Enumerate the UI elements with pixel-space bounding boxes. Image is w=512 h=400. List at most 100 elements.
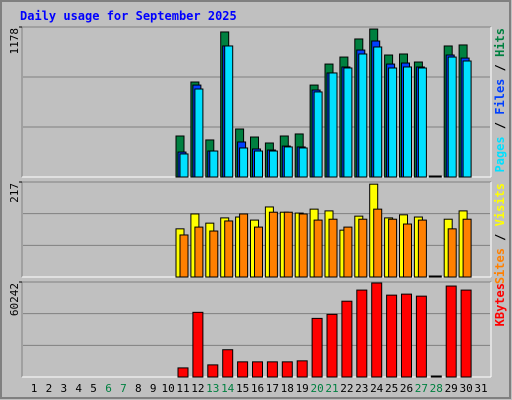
bar <box>283 211 293 278</box>
bar <box>298 147 308 178</box>
bar <box>179 153 189 178</box>
bar <box>239 147 249 178</box>
x-tick-label: 31 <box>474 382 487 395</box>
bar <box>403 66 412 178</box>
legend-entry: Visits <box>493 183 507 226</box>
x-tick-label: 10 <box>161 382 174 395</box>
x-tick-label: 29 <box>445 382 458 395</box>
bar <box>341 300 353 378</box>
bar <box>415 295 427 378</box>
x-tick-label: 30 <box>459 382 472 395</box>
bar <box>326 313 338 378</box>
x-tick-label: 26 <box>400 382 413 395</box>
bar <box>209 150 219 178</box>
y-max-label: 60242 <box>8 283 21 316</box>
bar <box>386 294 398 378</box>
bar <box>445 285 457 378</box>
x-tick-label: 22 <box>340 382 353 395</box>
legend-separator: / <box>493 226 507 248</box>
bar <box>460 289 472 378</box>
bar <box>447 228 457 278</box>
x-tick-label: 20 <box>310 382 323 395</box>
bar <box>371 282 383 378</box>
bar <box>313 91 323 178</box>
bar <box>328 218 338 278</box>
bar <box>192 311 204 378</box>
x-tick-label: 2 <box>46 382 53 395</box>
x-tick-label: 17 <box>266 382 279 395</box>
legend: KBytes <box>493 283 507 326</box>
legend-separator: / <box>493 57 507 79</box>
x-tick-label: 5 <box>90 382 97 395</box>
bar <box>417 219 427 278</box>
legend-entry: Sites <box>493 248 507 284</box>
bar <box>224 45 234 178</box>
panel <box>22 282 491 377</box>
x-tick-label: 14 <box>221 382 235 395</box>
x-tick-label: 23 <box>355 382 368 395</box>
legend: Pages / Files / Hits <box>493 28 507 173</box>
x-tick-label: 8 <box>135 382 142 395</box>
bar <box>254 150 263 178</box>
x-tick-label: 21 <box>325 382 338 395</box>
bar <box>462 218 472 278</box>
bar <box>237 361 249 378</box>
x-tick-label: 24 <box>370 382 384 395</box>
x-tick-label: 28 <box>430 382 443 395</box>
legend-separator: / <box>493 115 507 137</box>
x-tick-label: 19 <box>296 382 309 395</box>
bar <box>222 349 234 378</box>
bar <box>177 367 189 378</box>
x-tick-label: 16 <box>251 382 264 395</box>
x-tick-label: 7 <box>120 382 127 395</box>
bar <box>194 226 204 278</box>
x-tick-label: 15 <box>236 382 249 395</box>
x-tick-label: 11 <box>176 382 189 395</box>
bar <box>401 293 412 378</box>
bar <box>462 60 472 178</box>
x-tick-label: 1 <box>31 382 38 395</box>
bar <box>268 211 278 278</box>
bar <box>252 361 263 378</box>
bar <box>328 72 338 178</box>
bar <box>447 56 457 178</box>
bar <box>356 289 368 378</box>
bar <box>239 213 249 278</box>
x-tick-label: 6 <box>105 382 112 395</box>
legend-entry: Pages <box>493 136 507 172</box>
bar <box>298 213 308 278</box>
bar <box>417 67 427 178</box>
bar <box>254 226 263 278</box>
bar <box>311 317 323 378</box>
bar <box>403 223 412 278</box>
y-max-label: 217 <box>8 183 21 203</box>
legend-entry: Files <box>493 79 507 115</box>
legend-entry: KBytes <box>493 283 507 326</box>
bar <box>432 275 442 278</box>
x-tick-label: 4 <box>75 382 82 395</box>
x-tick-label: 13 <box>206 382 219 395</box>
bar <box>343 226 353 278</box>
bar <box>373 208 383 278</box>
bar <box>266 361 278 378</box>
bar <box>313 219 323 278</box>
bar <box>194 88 204 178</box>
y-max-label: 1178 <box>8 28 21 55</box>
x-tick-label: 18 <box>281 382 294 395</box>
legend: Sites / Visits <box>493 183 507 284</box>
bar <box>343 67 353 178</box>
bar <box>268 150 278 178</box>
bar <box>281 361 293 378</box>
bar <box>373 46 383 178</box>
bar <box>296 360 308 378</box>
bar <box>432 175 442 178</box>
bar <box>358 218 368 278</box>
bar <box>283 146 293 178</box>
chart-title: Daily usage for September 2025 <box>20 9 237 23</box>
x-tick-label: 25 <box>385 382 398 395</box>
bar <box>430 375 442 378</box>
bar <box>224 220 234 278</box>
x-tick-label: 12 <box>191 382 204 395</box>
